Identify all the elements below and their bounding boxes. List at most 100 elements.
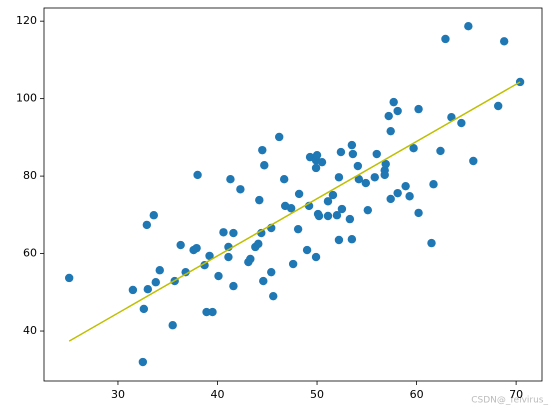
scatter-point xyxy=(348,149,358,159)
scatter-point xyxy=(393,106,402,116)
scatter-point xyxy=(393,188,402,198)
scatter-point xyxy=(429,180,438,189)
y-tick-label: 120 xyxy=(16,14,37,27)
scatter-point xyxy=(405,192,414,201)
scatter-point xyxy=(200,260,209,270)
scatter-point xyxy=(176,240,185,250)
scatter-point xyxy=(168,321,177,330)
x-tick-label: 30 xyxy=(111,388,125,401)
scatter-point xyxy=(447,113,456,122)
scatter-point xyxy=(469,156,478,166)
scatter-point xyxy=(314,211,324,221)
scatter-point xyxy=(499,37,509,46)
scatter-point xyxy=(254,239,263,249)
scatter-point xyxy=(386,194,395,204)
scatter-point xyxy=(334,173,344,182)
scatter-point xyxy=(279,175,289,184)
scatter-point xyxy=(257,228,266,238)
scatter-point xyxy=(427,238,436,248)
y-tick-label: 100 xyxy=(16,92,37,105)
scatter-point xyxy=(311,252,321,262)
scatter-point xyxy=(386,126,395,136)
scatter-point xyxy=(414,208,423,218)
scatter-point xyxy=(149,211,158,220)
scatter-point xyxy=(353,161,363,171)
scatter-point xyxy=(259,276,268,286)
scatter-point xyxy=(229,228,238,238)
watermark: CSDN@_feivirus_ xyxy=(471,396,548,406)
x-tick-label: 60 xyxy=(410,388,424,401)
scatter-point xyxy=(323,197,333,206)
x-tick-label: 50 xyxy=(310,388,324,401)
scatter-point xyxy=(214,271,223,281)
scatter-point xyxy=(64,273,74,283)
scatter-point xyxy=(269,291,278,301)
scatter-point xyxy=(193,170,202,180)
scatter-point xyxy=(381,159,390,169)
scatter-point xyxy=(323,211,333,221)
scatter-point xyxy=(226,175,235,184)
scatter-point xyxy=(139,304,149,314)
y-tick-label: 40 xyxy=(23,324,37,337)
scatter-point xyxy=(328,190,338,200)
scatter-point xyxy=(311,163,321,173)
scatter-point xyxy=(336,147,346,157)
scatter-point xyxy=(258,145,267,155)
scatter-point xyxy=(260,161,269,170)
scatter-point xyxy=(389,97,398,107)
scatter-point xyxy=(286,204,296,213)
y-tick-label: 80 xyxy=(23,169,37,182)
scatter-point xyxy=(246,254,255,264)
scatter-point xyxy=(347,235,357,244)
scatter-point xyxy=(345,214,355,224)
scatter-point xyxy=(361,178,371,188)
scatter-point xyxy=(293,224,303,234)
scatter-point xyxy=(334,235,344,245)
scatter-point xyxy=(332,211,342,220)
scatter-point xyxy=(494,101,503,111)
scatter-point xyxy=(202,307,211,317)
scatter-point xyxy=(128,285,138,295)
scatter-point xyxy=(155,266,164,275)
scatter-point xyxy=(294,189,304,199)
scatter-point xyxy=(142,220,152,230)
scatter-point xyxy=(441,34,450,44)
scatter-point xyxy=(151,278,160,287)
scatter-point xyxy=(337,204,347,214)
scatter-point xyxy=(275,132,284,142)
scatter-point xyxy=(219,228,228,237)
scatter-point xyxy=(312,150,322,160)
scatter-point xyxy=(205,251,214,261)
scatter-point xyxy=(229,281,238,291)
y-tick-label: 60 xyxy=(23,247,37,260)
scatter-point xyxy=(354,175,364,184)
scatter-point xyxy=(192,243,201,253)
scatter-point xyxy=(138,357,148,367)
scatter-point xyxy=(436,146,445,156)
scatter-point xyxy=(370,173,379,182)
scatter-point xyxy=(457,118,466,128)
scatter-point xyxy=(288,259,298,269)
scatter-point xyxy=(143,285,153,294)
x-tick-label: 70 xyxy=(509,388,523,401)
scatter-point xyxy=(317,157,327,167)
scatter-point xyxy=(464,22,473,31)
scatter-point xyxy=(208,307,217,317)
scatter-point xyxy=(236,185,245,194)
scatter-point xyxy=(267,267,276,277)
scatter-point xyxy=(224,252,233,262)
x-tick-label: 40 xyxy=(210,388,224,401)
scatter-point xyxy=(384,111,393,121)
scatter-point xyxy=(363,205,373,215)
scatter-point xyxy=(409,144,418,153)
scatter-point xyxy=(414,104,423,114)
scatter-point xyxy=(181,267,190,277)
scatter-point xyxy=(255,195,264,205)
plot-frame xyxy=(43,7,543,382)
scatter-point xyxy=(347,140,357,150)
scatter-point xyxy=(302,245,312,255)
fit-line xyxy=(68,81,521,342)
scatter-point xyxy=(372,149,381,159)
scatter-point xyxy=(401,181,410,191)
